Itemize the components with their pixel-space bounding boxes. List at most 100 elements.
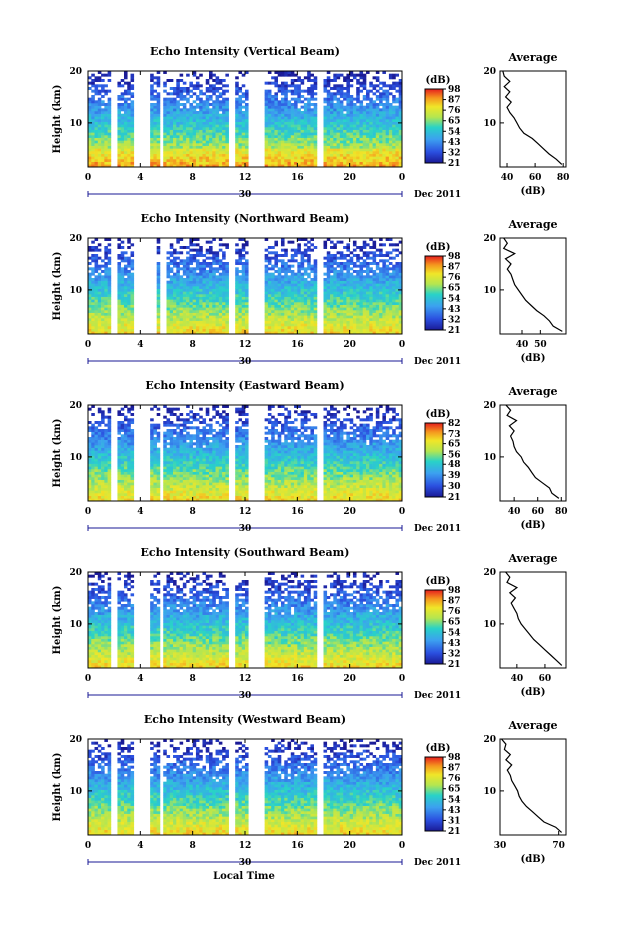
heatmap-cell [362,251,367,255]
heatmap-cell [107,283,112,287]
heatmap-cell [264,132,269,136]
heatmap-cell [280,116,285,120]
heatmap-cell [123,307,128,311]
heatmap-cell [359,84,364,88]
heatmap-cell [323,286,328,289]
heatmap-cell [382,299,386,303]
heatmap-cell [235,331,239,335]
heatmap-cell [356,81,360,85]
heatmap-cell [94,450,99,454]
heatmap-cell [235,87,239,90]
heatmap-cell [186,129,190,133]
heatmap-cell [310,315,314,319]
heatmap-cell [189,320,193,324]
heatmap-cell [91,103,95,106]
heatmap-cell [104,495,108,499]
heatmap-cell [94,477,99,480]
heatmap-cell [195,286,200,289]
heatmap-cell [339,262,344,265]
heatmap-cell [176,87,180,90]
heatmap-cell [205,124,210,128]
heatmap-cell [303,267,308,271]
heatmap-cell [215,302,220,305]
heatmap-cell [323,256,328,260]
heatmap-cell [97,421,102,424]
heatmap-cell [94,458,99,462]
heatmap-cell [267,95,272,98]
heatmap-cell [375,143,380,146]
heatmap-cell [120,291,125,295]
heatmap-cell [388,328,393,332]
heatmap-cell [385,121,390,125]
heatmap-cell [310,280,314,284]
heatmap-cell [107,259,112,263]
heatmap-cell [215,159,220,162]
heatmap-cell [127,283,131,287]
heatmap-cell [264,307,269,311]
heatmap-cell [313,132,318,136]
heatmap-cell [388,312,393,316]
heatmap-cell [91,288,95,292]
heatmap-cell [356,272,360,276]
heatmap-cell [97,143,102,146]
heatmap-cell [392,127,396,130]
heatmap-cell [215,119,220,122]
heatmap-cell [274,315,279,319]
heatmap-cell [225,97,229,101]
heatmap-cell [379,140,383,144]
heatmap-cell [120,254,125,257]
heatmap-cell [352,299,357,303]
heatmap-cell [127,264,131,268]
heatmap-cell [264,291,269,295]
heatmap-cell [101,421,105,424]
heatmap-cell [274,121,279,125]
heatmap-cell [192,143,197,146]
heatmap-cell [107,156,112,160]
heatmap-cell [333,73,337,77]
heatmap-cell [91,105,95,109]
heatmap-cell [199,283,203,287]
heatmap-cell [238,148,243,152]
heatmap-cell [123,111,128,114]
heatmap-cell [287,132,292,136]
heatmap-cell [352,129,357,133]
heatmap-cell [323,323,328,327]
heatmap-cell [117,331,122,335]
colorbar-tick-label: 87 [448,96,461,106]
heatmap-cell [94,161,99,165]
heatmap-cell [323,159,328,162]
heatmap-cell [127,278,131,281]
heatmap-cell [91,124,95,128]
heatmap-cell [97,331,102,335]
heatmap-cell [356,315,360,319]
colorbar-tick-label: 65 [448,284,461,294]
heatmap-cell [91,137,95,141]
heatmap-cell [238,156,243,160]
heatmap-cell [91,437,95,440]
heatmap-cell [173,283,177,287]
heatmap-cell [264,288,269,292]
heatmap-cell [339,267,344,271]
heatmap-cell [225,328,229,332]
heatmap-cell [241,312,246,316]
heatmap-cell [379,272,383,276]
heatmap-cell [101,442,105,446]
heatmap-cell [362,127,367,130]
heatmap-cell [218,159,223,162]
heatmap-cell [173,111,177,114]
heatmap-cell [307,299,311,303]
heatmap-cell [88,246,92,249]
heatmap-cell [107,238,112,241]
heatmap-cell [307,254,311,257]
heatmap-cell [235,100,239,104]
heatmap-cell [339,254,344,257]
heatmap-cell [150,161,154,165]
heatmap-cell [101,318,105,321]
heatmap-cell [120,310,125,313]
heatmap-cell [222,243,226,247]
heatmap-cell [94,294,99,297]
heatmap-cell [294,275,298,279]
heatmap-cell [385,294,390,297]
heatmap-cell [225,270,229,273]
heatmap-cell [88,315,92,319]
